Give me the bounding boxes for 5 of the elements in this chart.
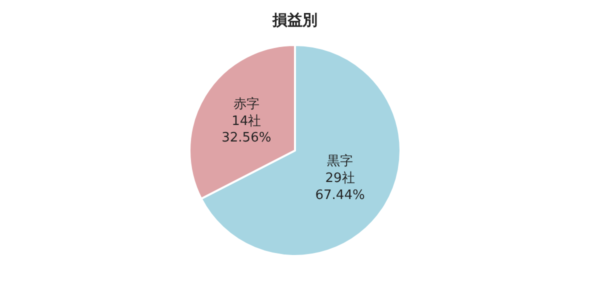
chart-title: 損益別 (272, 11, 318, 30)
data-label: 29社 67.44% (315, 170, 365, 203)
slice-label: 黒字 (327, 153, 354, 170)
data-label: 14社 32.56% (222, 114, 272, 146)
slice-label: 赤字 (233, 96, 260, 112)
